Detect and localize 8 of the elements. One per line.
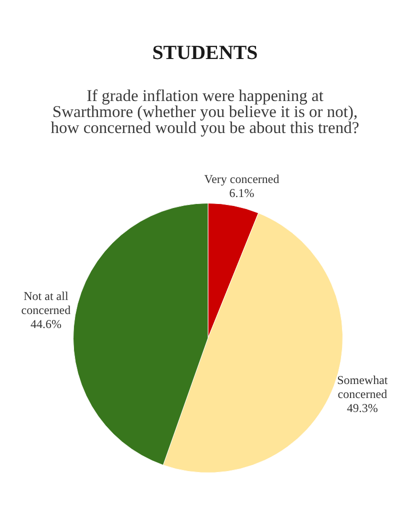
slice-label: Somewhat concerned [337,372,388,401]
data-label: 6.1% [229,186,254,200]
slice-label: Not at all concerned [21,289,71,318]
data-label: 49.3% [346,400,378,415]
chart-title: STUDENTS [151,41,259,65]
slice-label: Very concerned [204,172,280,186]
chart-subtitle: If grade inflation were happening at Swarthmore (whether you believe it is or not), how concerned would you be about this trend? [50,86,360,137]
data-label: 44.6% [30,317,62,332]
